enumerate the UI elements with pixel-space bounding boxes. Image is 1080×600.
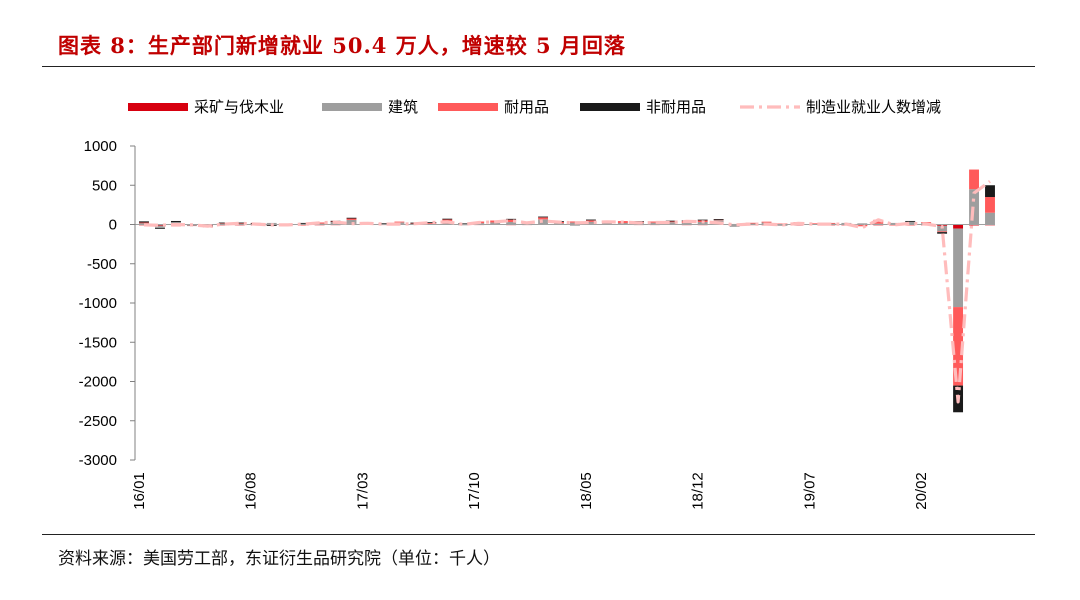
bar-segment (713, 219, 724, 220)
bar-segment (809, 223, 820, 225)
bar-segment (873, 219, 884, 224)
bar-segment (985, 185, 995, 198)
bar-segment (937, 225, 948, 232)
bar-segment (585, 219, 596, 221)
bar-segment (953, 224, 964, 229)
bar-segment (170, 220, 181, 223)
x-tick-label: 18/05 (578, 472, 595, 510)
y-tick-label: -2500 (79, 413, 117, 430)
y-tick-label: 500 (92, 177, 117, 194)
bar-segment (139, 222, 149, 224)
bar-segment (346, 218, 357, 220)
source-note: 资料来源：美国劳工部，东证衍生品研究院（单位：千人） (58, 549, 500, 569)
bars (139, 169, 995, 413)
bar-segment (745, 222, 756, 224)
bar-segment (234, 223, 245, 225)
bar-segment (953, 307, 964, 386)
bar-segment (378, 223, 389, 225)
bar-segment (394, 221, 405, 223)
bar-segment (506, 218, 517, 220)
bar-segment (155, 228, 165, 229)
bar-segment (538, 219, 549, 225)
bar-segment (761, 221, 772, 223)
bar-segment (298, 224, 309, 226)
bar-segment (538, 217, 549, 220)
y-tick-label: -1000 (79, 295, 117, 312)
bar-segment (649, 221, 660, 223)
bar-segment (426, 222, 437, 224)
legend: 采矿与伐木业 建筑 耐用品 非耐用品 制造业就业人数增减 (128, 99, 941, 116)
bar-segment (745, 223, 756, 225)
x-axis: 16/01 16/08 17/03 17/10 18/05 18/12 19/07 20/02 (131, 472, 930, 510)
legend-swatch (580, 103, 640, 111)
y-tick-label: -500 (87, 256, 117, 273)
bar-segment (985, 197, 995, 213)
legend-swatch (322, 103, 382, 111)
bar-segment (681, 222, 692, 225)
x-tick-label: 16/01 (131, 472, 148, 510)
bar-segment (985, 212, 995, 225)
bar-segment (649, 222, 660, 225)
bar-segment (346, 217, 357, 219)
bar-segment (155, 224, 165, 226)
bar-segment (426, 222, 437, 224)
title-rule (42, 66, 1035, 67)
bar-segment (905, 220, 916, 222)
x-tick-label: 16/08 (243, 472, 260, 510)
bar-segment (506, 219, 517, 222)
bar-segment (585, 220, 596, 222)
bar-segment (506, 221, 517, 225)
bar-segment (905, 221, 916, 225)
bar-segment (298, 222, 309, 224)
x-tick-label: 17/10 (466, 472, 483, 510)
x-tick-label: 17/03 (354, 472, 371, 510)
line-manufacturing-employment (143, 180, 991, 404)
bar-segment (234, 222, 245, 224)
legend-label: 采矿与伐木业 (194, 99, 284, 116)
bar-segment (937, 232, 948, 234)
bar-segment (538, 216, 549, 218)
legend-label: 制造业就业人数增减 (806, 99, 941, 116)
bar-segment (458, 223, 469, 225)
bar-segment (905, 224, 916, 226)
x-tick-label: 18/12 (690, 472, 707, 510)
bar-segment (969, 169, 979, 190)
y-tick-label: 0 (109, 217, 117, 234)
bar-segment (155, 225, 165, 229)
page-title: 图表 8：生产部门新增就业 50.4 万人，增速较 5 月回落 (58, 33, 626, 58)
y-axis: 1000 500 0 -500 -1000 -1500 -2000 -2500 -3000 (79, 138, 136, 469)
bar-segment (442, 218, 453, 220)
x-tick-label: 20/02 (913, 472, 930, 510)
bar-segment (889, 222, 900, 225)
bar-segment (585, 221, 596, 224)
bar-segment (346, 219, 357, 224)
y-tick-label: 1000 (84, 138, 117, 155)
bar-segment (857, 223, 868, 225)
bar-segment (218, 222, 229, 224)
bar-segment (298, 223, 309, 225)
y-tick-label: -1500 (79, 334, 117, 351)
legend-swatch (128, 103, 188, 111)
bar-segment (937, 231, 948, 233)
line-series (143, 180, 991, 404)
bar-segment (139, 221, 149, 223)
legend-label: 建筑 (388, 99, 418, 116)
bar-segment (601, 223, 612, 225)
bar-segment (857, 224, 868, 227)
bar-segment (697, 219, 708, 221)
legend-swatch (438, 103, 498, 111)
bar-segment (665, 220, 676, 222)
bar-segment (665, 222, 676, 225)
legend-label: 非耐用品 (646, 99, 706, 116)
x-tick-label: 19/07 (801, 472, 818, 510)
bar-segment (665, 221, 676, 223)
y-tick-label: -3000 (79, 452, 117, 469)
bar-segment (729, 224, 740, 227)
bar-segment (953, 228, 964, 308)
y-tick-label: -2000 (79, 374, 117, 391)
source-rule (42, 534, 1035, 535)
legend-label: 耐用品 (504, 99, 549, 116)
bar-segment (139, 222, 149, 225)
